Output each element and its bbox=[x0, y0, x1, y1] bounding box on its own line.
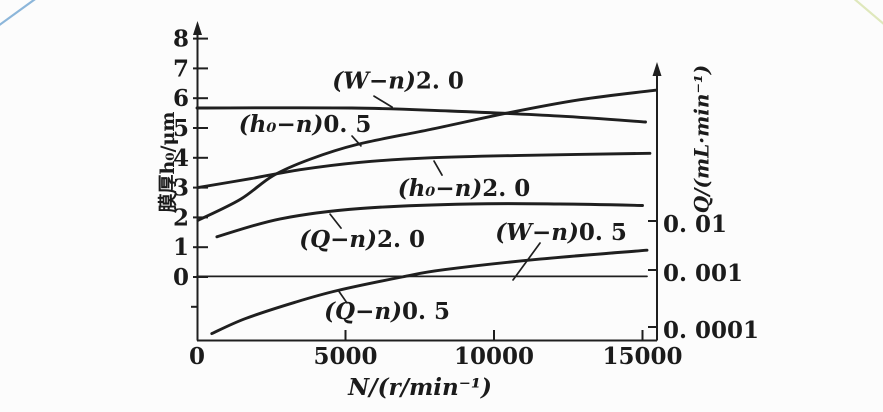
y-left-tick-label: 8 bbox=[173, 26, 189, 53]
curve-W-n-2.0 bbox=[195, 106, 647, 124]
y-left-tick-label: 0 bbox=[173, 264, 189, 291]
y-right-tick-label: 0. 01 bbox=[663, 211, 727, 238]
x-tick-label: 5000 bbox=[313, 343, 377, 370]
y-axis-right-arrow bbox=[652, 62, 662, 76]
curve-label-leader bbox=[351, 135, 362, 147]
y-left-tick-label: 3 bbox=[173, 175, 189, 202]
curve-label: (W−n)2. 0 bbox=[332, 67, 464, 94]
y-left-tick-label: 2 bbox=[173, 204, 189, 231]
y-left-tick-label: 5 bbox=[173, 115, 189, 142]
y-axis-label-left: 膜厚h₀/μm bbox=[157, 111, 179, 213]
curve-label-leader bbox=[373, 95, 393, 108]
curve-label: (Q−n)0. 5 bbox=[324, 298, 450, 325]
curve-label-leader bbox=[512, 242, 541, 281]
curve-label-leader bbox=[337, 289, 348, 304]
curve-label: (h₀−n)2. 0 bbox=[398, 175, 531, 202]
curve-label-leader bbox=[433, 160, 443, 176]
y-axis-left-arrow bbox=[193, 21, 202, 35]
x-tick-label: 10000 bbox=[454, 343, 534, 370]
curve-label-leader bbox=[329, 213, 342, 229]
x-tick-label: 0 bbox=[189, 343, 205, 370]
curve-label: (Q−n)2. 0 bbox=[299, 226, 425, 253]
curve-h0-n-2.0 bbox=[196, 151, 652, 190]
y-left-tick-label: 1 bbox=[173, 234, 189, 261]
y-axis-label-right: Q/(mL·min⁻¹) bbox=[689, 64, 714, 214]
y-left-tick-label: 4 bbox=[173, 145, 189, 172]
x-axis-label: N/(r/min⁻¹) bbox=[348, 374, 492, 401]
curve-Q-n-0.5 bbox=[210, 248, 649, 336]
x-tick-label: 15000 bbox=[602, 343, 682, 370]
y-right-tick-label: 0. 001 bbox=[663, 260, 743, 287]
curve-label: (h₀−n)0. 5 bbox=[239, 111, 372, 138]
y-left-tick-label: 7 bbox=[173, 55, 189, 82]
y-left-tick-label: 6 bbox=[173, 85, 189, 112]
curve-label: (W−n)0. 5 bbox=[495, 219, 627, 246]
curve-h0-n-0.5 bbox=[196, 88, 658, 222]
y-right-tick-label: 0. 0001 bbox=[663, 317, 759, 344]
curve-Q-n-2.0 bbox=[215, 202, 644, 239]
